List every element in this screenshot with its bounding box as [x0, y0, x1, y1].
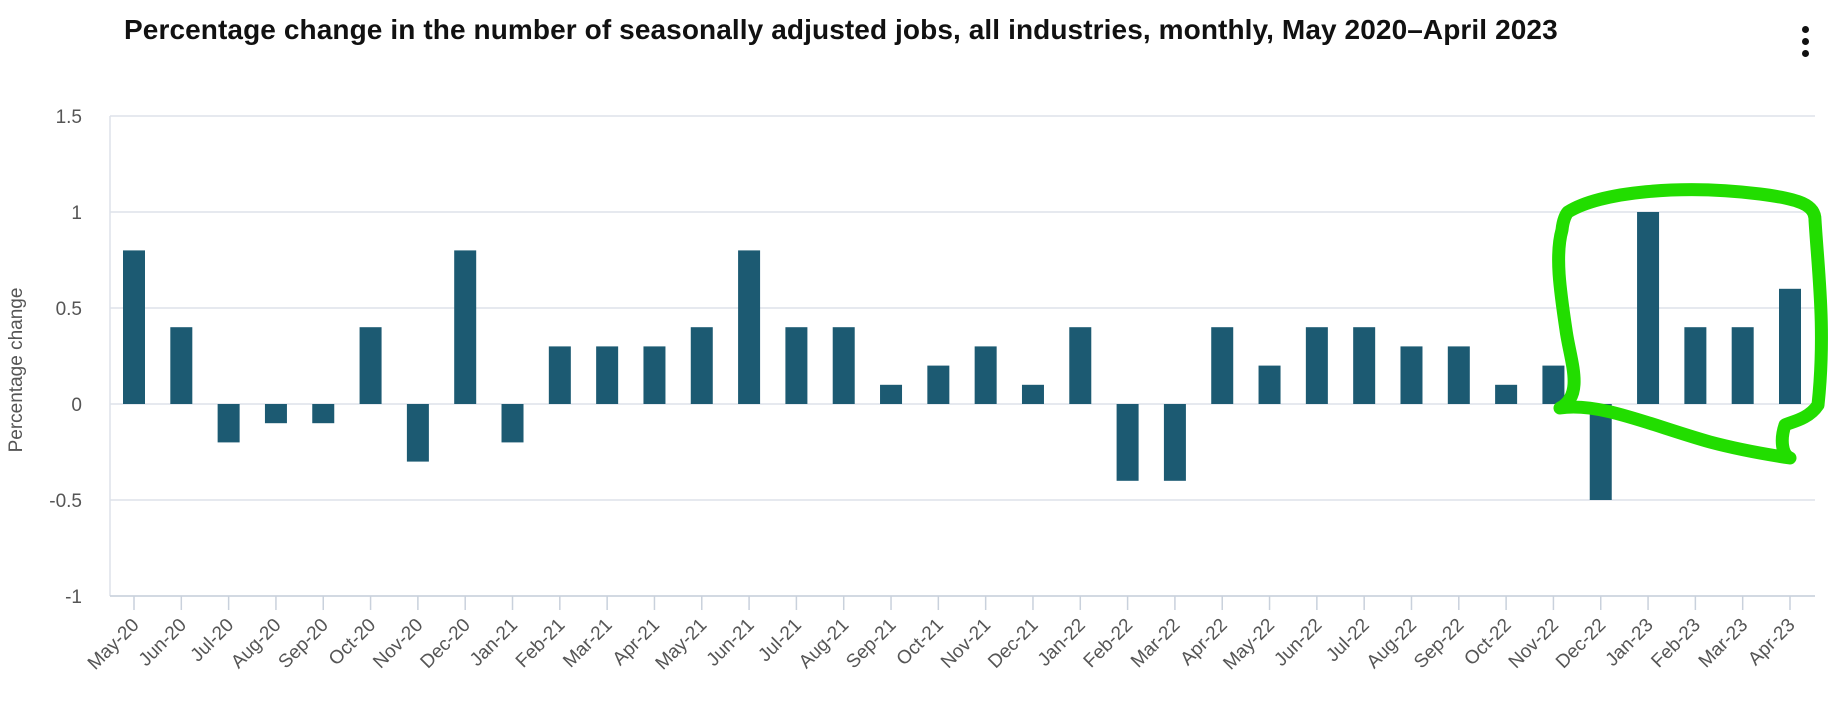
bar	[170, 327, 193, 404]
y-tick-label: 0	[71, 395, 82, 416]
x-tick-label: Jun-22	[1270, 615, 1326, 671]
bar	[1116, 404, 1139, 481]
highlight-annotation	[1552, 183, 1828, 465]
bar	[1211, 327, 1234, 404]
x-tick-label: Mar-22	[1127, 615, 1184, 672]
x-tick-label: May-21	[652, 615, 712, 675]
bar	[1021, 384, 1044, 404]
bar	[690, 327, 713, 404]
x-tick-label: Apr-23	[1744, 615, 1799, 670]
bar	[548, 346, 571, 404]
chart-title: Percentage change in the number of seaso…	[124, 14, 1558, 45]
bar	[1589, 404, 1612, 500]
bar	[406, 404, 429, 462]
bar	[785, 327, 808, 404]
x-tick-label: May-22	[1219, 615, 1279, 675]
bar	[1731, 327, 1754, 404]
y-axis-label: Percentage change	[6, 288, 27, 453]
bar	[1542, 365, 1565, 404]
x-tick-label: Jun-21	[703, 615, 759, 671]
bar	[1684, 327, 1707, 404]
bar	[596, 346, 619, 404]
x-tick-label: Feb-22	[1080, 615, 1137, 672]
more-vertical-icon-dot	[1802, 50, 1809, 57]
bar	[1400, 346, 1423, 404]
bar	[927, 365, 950, 404]
x-tick-label: Jan-21	[466, 615, 522, 671]
x-tick-label: Jun-20	[135, 615, 191, 671]
bar	[1637, 212, 1660, 404]
bar	[1163, 404, 1186, 481]
bar	[1305, 327, 1328, 404]
x-tick-label: Aug-22	[1363, 615, 1421, 673]
bar	[312, 404, 335, 424]
bar	[1779, 288, 1801, 404]
x-tick-label: Dec-22	[1552, 615, 1610, 673]
x-tick-label: Sep-22	[1410, 615, 1468, 673]
x-tick-label: Aug-21	[795, 615, 853, 673]
x-tick-label: Sep-21	[842, 615, 900, 673]
bar	[264, 404, 287, 424]
bar	[1069, 327, 1092, 404]
y-tick-label: 1.5	[56, 107, 82, 128]
chart-menu-button[interactable]	[1796, 24, 1816, 60]
x-tick-label: Feb-21	[512, 615, 569, 672]
bar	[1258, 365, 1281, 404]
x-tick-label: Sep-20	[275, 615, 333, 673]
bar	[217, 404, 240, 443]
more-vertical-icon-dot	[1802, 38, 1809, 45]
x-tick-label: Nov-22	[1505, 615, 1563, 673]
bar	[832, 327, 855, 404]
x-tick-label: Mar-23	[1695, 615, 1752, 672]
bar	[454, 250, 477, 404]
bar	[1495, 384, 1518, 404]
x-tick-label: Mar-21	[559, 615, 616, 672]
x-tick-label: Nov-21	[937, 615, 995, 673]
y-tick-label: 1	[71, 203, 82, 224]
x-tick-label: Dec-20	[417, 615, 475, 673]
bar	[643, 346, 666, 404]
bar	[359, 327, 382, 404]
x-tick-label: Aug-20	[227, 615, 285, 673]
y-tick-label: -0.5	[49, 491, 82, 512]
x-tick-label: Dec-21	[984, 615, 1042, 673]
y-tick-label: 0.5	[56, 299, 82, 320]
bars	[123, 212, 1801, 500]
bar	[123, 250, 145, 404]
bar	[501, 404, 524, 443]
x-tick-label: Jan-23	[1602, 615, 1658, 671]
bar	[880, 384, 903, 404]
green-highlight-loop	[1552, 183, 1828, 465]
bar	[974, 346, 997, 404]
bar	[738, 250, 761, 404]
more-vertical-icon	[1802, 26, 1809, 33]
x-tick-label: Jan-22	[1034, 615, 1090, 671]
x-tick-label: Feb-23	[1647, 615, 1704, 672]
x-tick-label: May-20	[84, 615, 144, 675]
bar	[1447, 346, 1470, 404]
bar	[1353, 327, 1376, 404]
y-tick-label: -1	[65, 587, 82, 608]
x-tick-label: Nov-20	[369, 615, 427, 673]
